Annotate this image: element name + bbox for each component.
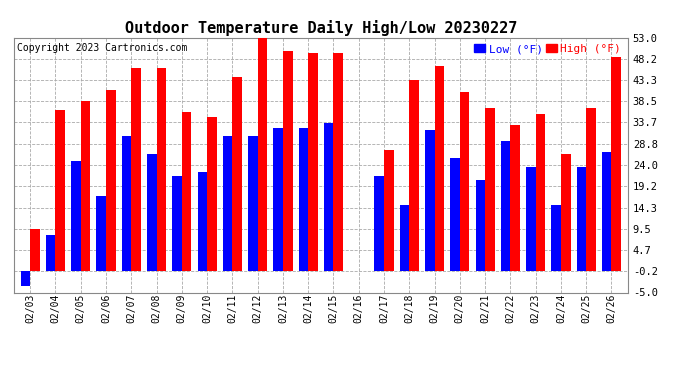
Bar: [526, 167, 535, 270]
Bar: [46, 236, 55, 270]
Bar: [248, 136, 257, 270]
Bar: [535, 114, 545, 270]
Bar: [577, 167, 586, 270]
Bar: [425, 130, 435, 270]
Bar: [460, 93, 469, 270]
Bar: [55, 110, 65, 270]
Bar: [561, 154, 571, 270]
Bar: [333, 53, 343, 270]
Bar: [147, 154, 157, 270]
Bar: [409, 80, 419, 270]
Bar: [308, 53, 318, 270]
Bar: [451, 158, 460, 270]
Bar: [602, 152, 611, 270]
Bar: [435, 66, 444, 270]
Bar: [157, 68, 166, 270]
Bar: [475, 180, 485, 270]
Bar: [207, 117, 217, 270]
Bar: [384, 150, 393, 270]
Bar: [375, 176, 384, 270]
Bar: [233, 77, 242, 270]
Bar: [400, 205, 409, 270]
Bar: [273, 128, 283, 270]
Bar: [611, 57, 621, 270]
Bar: [501, 141, 511, 270]
Title: Outdoor Temperature Daily High/Low 20230227: Outdoor Temperature Daily High/Low 20230…: [125, 20, 517, 36]
Bar: [121, 136, 131, 270]
Bar: [283, 51, 293, 270]
Bar: [223, 136, 233, 270]
Bar: [511, 125, 520, 270]
Bar: [485, 108, 495, 270]
Bar: [551, 205, 561, 270]
Bar: [182, 112, 191, 270]
Bar: [97, 196, 106, 270]
Bar: [106, 90, 116, 270]
Bar: [131, 68, 141, 270]
Bar: [172, 176, 182, 270]
Bar: [21, 270, 30, 286]
Bar: [586, 108, 595, 270]
Legend: Low (°F), High (°F): Low (°F), High (°F): [473, 43, 622, 55]
Bar: [257, 38, 267, 270]
Bar: [30, 229, 40, 270]
Bar: [299, 128, 308, 270]
Bar: [324, 123, 333, 270]
Bar: [71, 160, 81, 270]
Bar: [197, 172, 207, 270]
Text: Copyright 2023 Cartronics.com: Copyright 2023 Cartronics.com: [17, 43, 187, 52]
Bar: [81, 101, 90, 270]
